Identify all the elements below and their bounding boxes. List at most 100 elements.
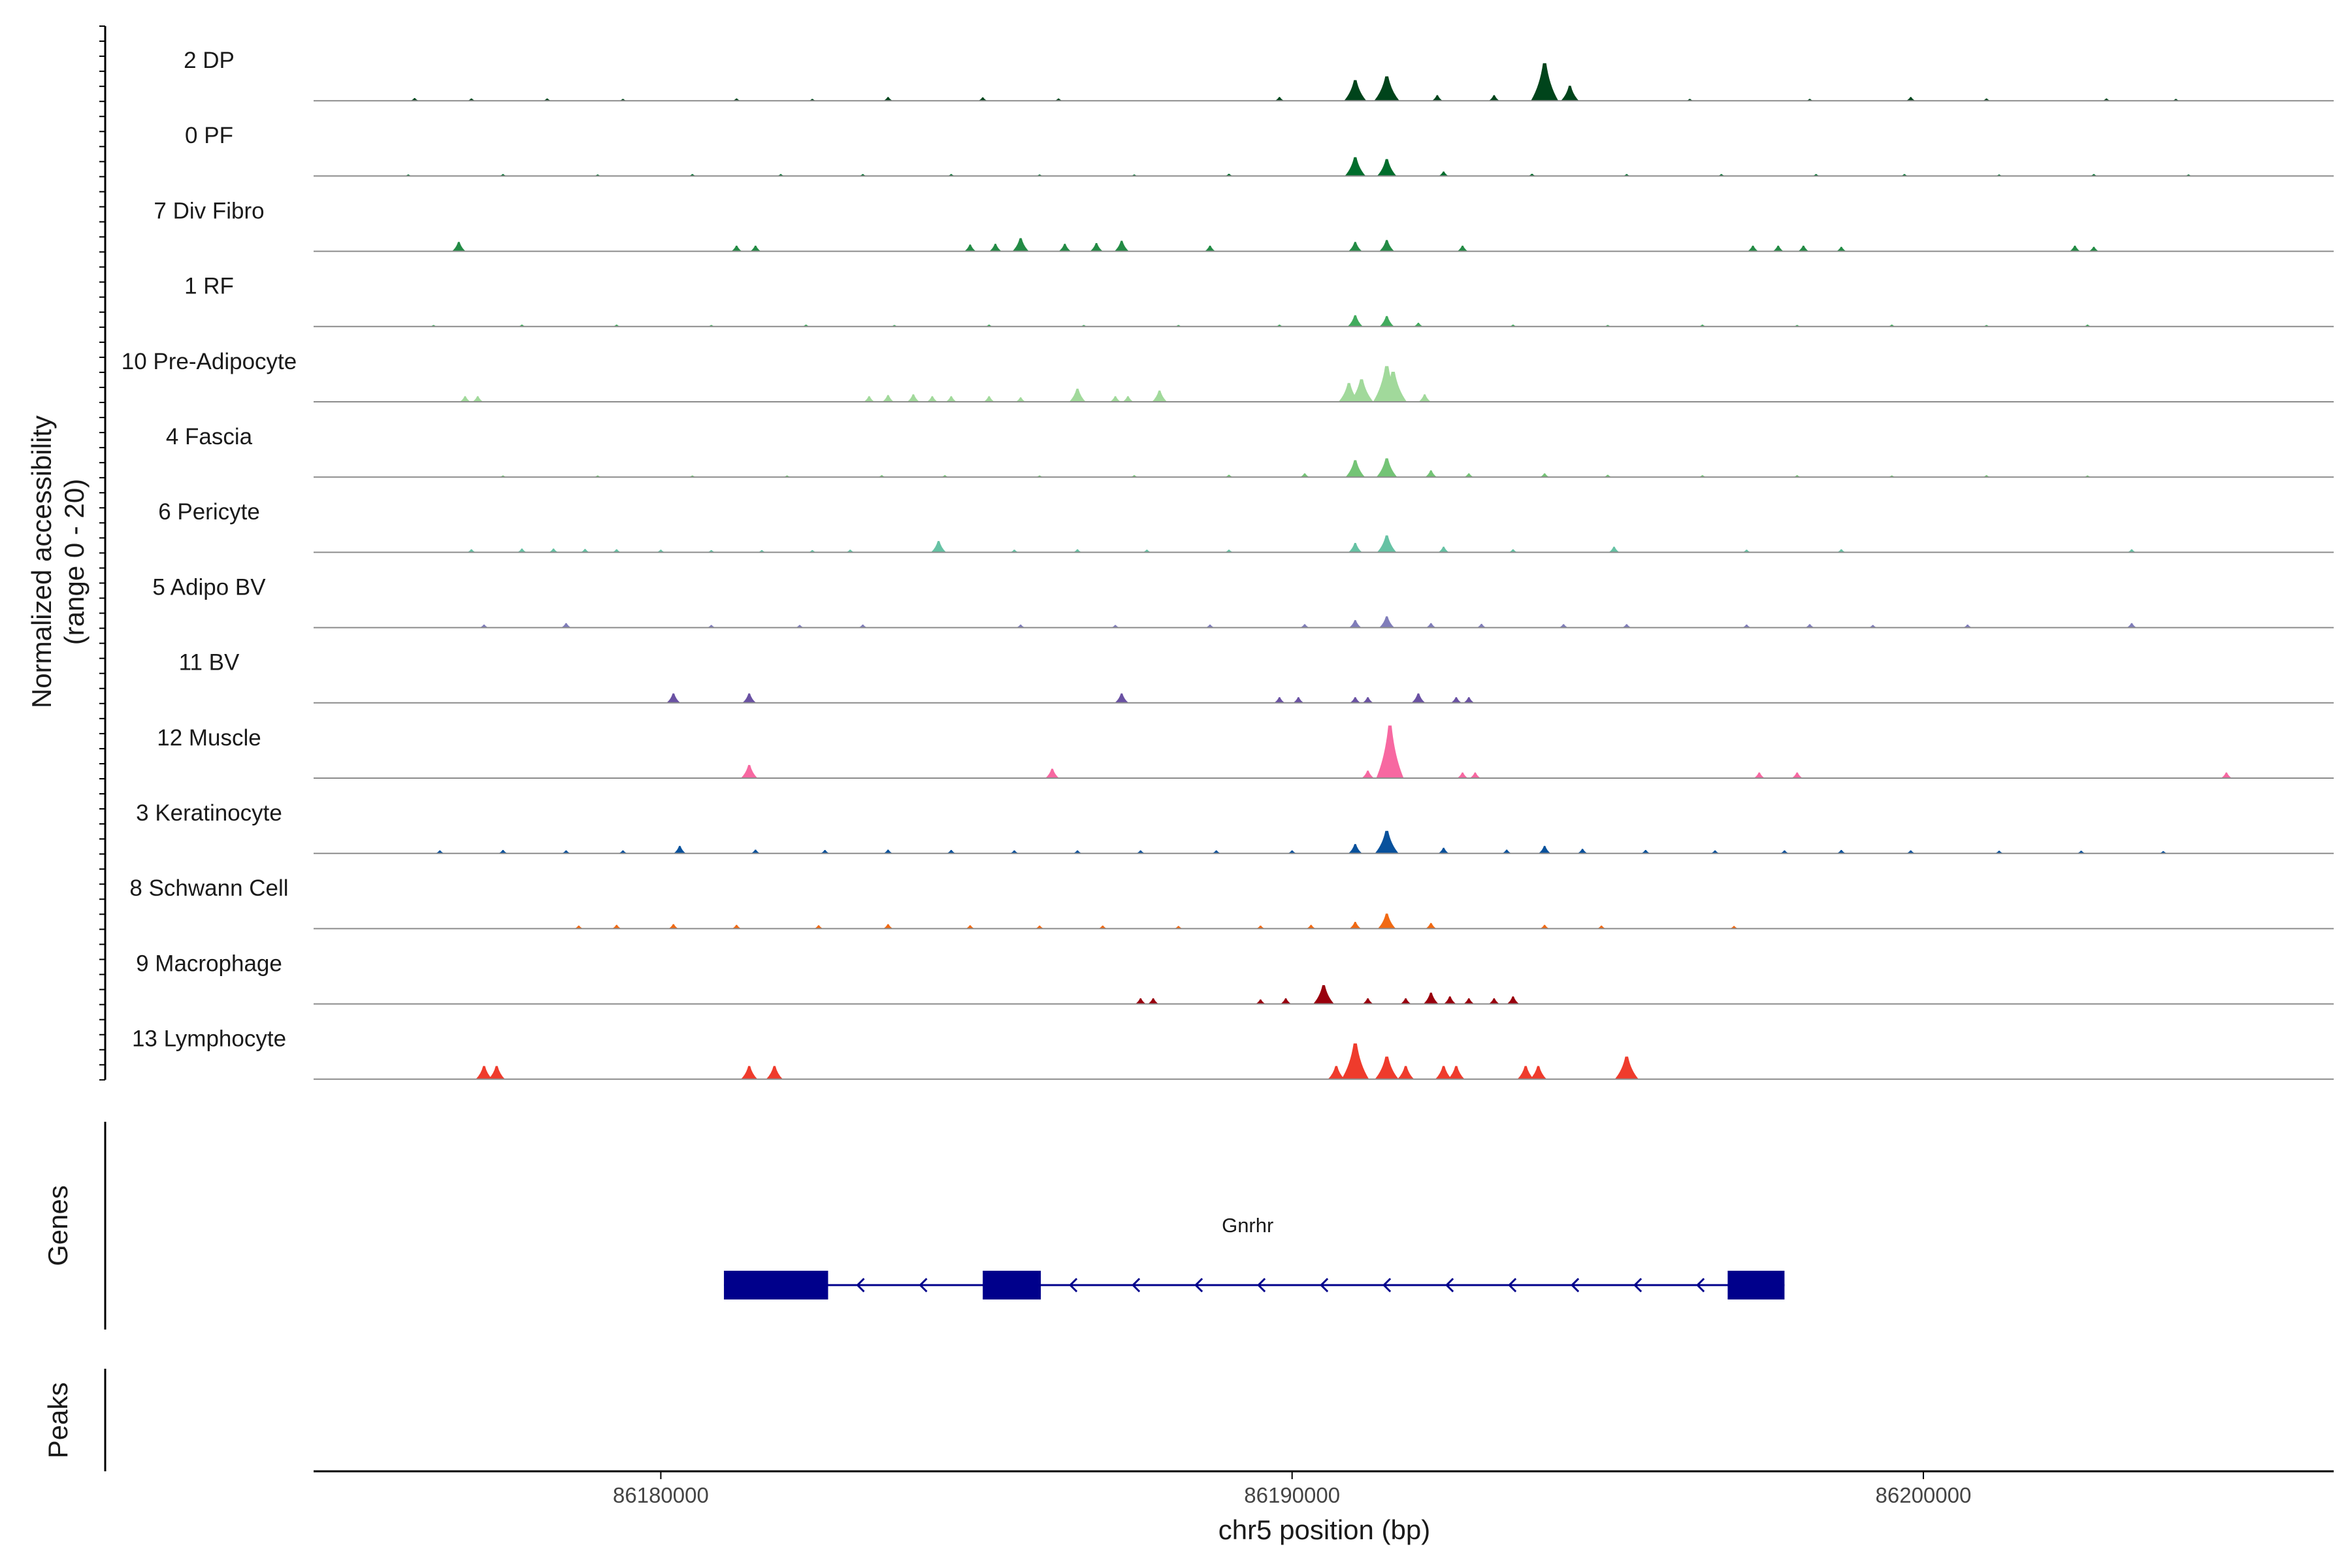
peak-mark bbox=[882, 395, 894, 402]
peak-mark bbox=[1457, 245, 1468, 252]
track-10-pre-adipocyte: 10 Pre-Adipocyte bbox=[122, 349, 2334, 402]
track-8-schwann-cell: 8 Schwann Cell bbox=[129, 875, 2334, 930]
peak-mark bbox=[750, 245, 761, 252]
peak-mark bbox=[1729, 926, 1739, 929]
peak-mark bbox=[1362, 770, 1375, 778]
peak-mark bbox=[1463, 998, 1475, 1004]
track-5-adipo-bv: 5 Adipo BV bbox=[152, 574, 2334, 629]
track-13-lymphocyte: 13 Lymphocyte bbox=[132, 1026, 2334, 1080]
peak-mark bbox=[1400, 998, 1411, 1004]
peak-mark bbox=[2069, 245, 2081, 252]
strand-arrow-icon bbox=[1131, 1277, 1141, 1293]
peak-mark bbox=[1463, 697, 1475, 703]
peak-mark bbox=[1344, 80, 1367, 101]
strand-arrow-icon bbox=[1445, 1277, 1454, 1293]
peak-mark bbox=[1438, 847, 1449, 854]
peak-mark bbox=[1597, 925, 1606, 929]
peak-mark bbox=[1341, 1043, 1369, 1079]
peak-mark bbox=[732, 924, 742, 929]
peak-mark bbox=[883, 97, 893, 101]
gene-exon bbox=[724, 1271, 828, 1299]
peak-mark bbox=[666, 693, 681, 703]
peak-mark bbox=[751, 849, 760, 854]
peak-mark bbox=[1622, 624, 1631, 628]
strand-arrow-icon bbox=[1633, 1277, 1642, 1293]
peak-mark bbox=[1464, 473, 1474, 478]
peak-mark bbox=[1313, 985, 1334, 1004]
peak-mark bbox=[435, 850, 445, 854]
peak-mark bbox=[1448, 1066, 1465, 1079]
peak-mark bbox=[1114, 240, 1129, 252]
peak-mark bbox=[1561, 86, 1579, 101]
strand-arrow-icon bbox=[1382, 1277, 1392, 1293]
peak-mark bbox=[1754, 772, 1765, 778]
peak-mark bbox=[1418, 394, 1431, 402]
peak-mark bbox=[1345, 157, 1366, 176]
peak-mark bbox=[820, 850, 830, 854]
peak-mark bbox=[1362, 697, 1373, 703]
peak-mark bbox=[978, 97, 988, 101]
peak-mark bbox=[480, 625, 489, 628]
gene-exon bbox=[1727, 1271, 1785, 1299]
peak-mark bbox=[580, 549, 590, 553]
peak-mark bbox=[1058, 244, 1071, 252]
peak-mark bbox=[741, 764, 758, 778]
peak-mark bbox=[1348, 543, 1362, 553]
peak-mark bbox=[1426, 623, 1436, 628]
peak-mark bbox=[1477, 623, 1486, 628]
peak-mark bbox=[742, 693, 757, 703]
peak-mark bbox=[1205, 625, 1215, 628]
peak-mark bbox=[1963, 625, 1972, 628]
peak-mark bbox=[1348, 843, 1362, 854]
strand-arrow-icon bbox=[1507, 1277, 1517, 1293]
peak-mark bbox=[1377, 159, 1397, 176]
peak-mark bbox=[2221, 772, 2232, 778]
peak-mark bbox=[1174, 926, 1183, 929]
x-tick-label: 86180000 bbox=[613, 1483, 709, 1507]
peak-mark bbox=[945, 396, 957, 402]
peak-mark bbox=[1710, 850, 1720, 854]
peak-mark bbox=[1488, 998, 1500, 1004]
peak-mark bbox=[410, 98, 419, 101]
peak-mark bbox=[2127, 623, 2137, 628]
peak-mark bbox=[1457, 772, 1468, 778]
peak-mark bbox=[1376, 725, 1404, 778]
peak-mark bbox=[459, 396, 471, 402]
peak-mark bbox=[1397, 1066, 1414, 1079]
peak-mark bbox=[845, 549, 855, 553]
peak-mark bbox=[964, 244, 976, 252]
y-axis-range-label: (range 0 - 20) bbox=[59, 479, 90, 645]
peak-mark bbox=[1431, 95, 1443, 101]
peak-mark bbox=[612, 549, 621, 553]
peak-mark bbox=[1069, 388, 1086, 402]
track-label: 5 Adipo BV bbox=[152, 574, 266, 600]
peak-mark bbox=[548, 548, 559, 553]
peak-mark bbox=[1502, 849, 1512, 854]
peak-mark bbox=[1152, 390, 1168, 402]
peak-mark bbox=[741, 1066, 758, 1079]
peak-mark bbox=[1377, 535, 1397, 553]
track-12-muscle: 12 Muscle bbox=[157, 725, 2334, 779]
peak-mark bbox=[472, 396, 483, 402]
peak-mark bbox=[1538, 845, 1551, 854]
peak-mark bbox=[1287, 850, 1297, 854]
peak-mark bbox=[1906, 97, 1916, 101]
peak-mark bbox=[1115, 693, 1129, 703]
peak-mark bbox=[1438, 171, 1449, 176]
peak-mark bbox=[989, 244, 1002, 252]
peak-mark bbox=[1509, 549, 1518, 553]
peak-mark bbox=[1529, 1066, 1547, 1079]
peak-mark bbox=[1539, 473, 1550, 478]
peak-mark bbox=[1609, 546, 1620, 553]
peak-mark bbox=[1488, 95, 1500, 101]
track-label: 2 DP bbox=[184, 48, 235, 73]
peak-mark bbox=[883, 849, 893, 854]
track-label: 9 Macrophage bbox=[136, 951, 282, 976]
peak-mark bbox=[1073, 850, 1082, 854]
peak-mark bbox=[1012, 238, 1029, 252]
track-4-fascia: 4 Fascia bbox=[166, 424, 2334, 478]
track-label: 10 Pre-Adipocyte bbox=[122, 349, 297, 374]
peak-mark bbox=[451, 242, 466, 252]
peak-mark bbox=[1798, 245, 1809, 252]
